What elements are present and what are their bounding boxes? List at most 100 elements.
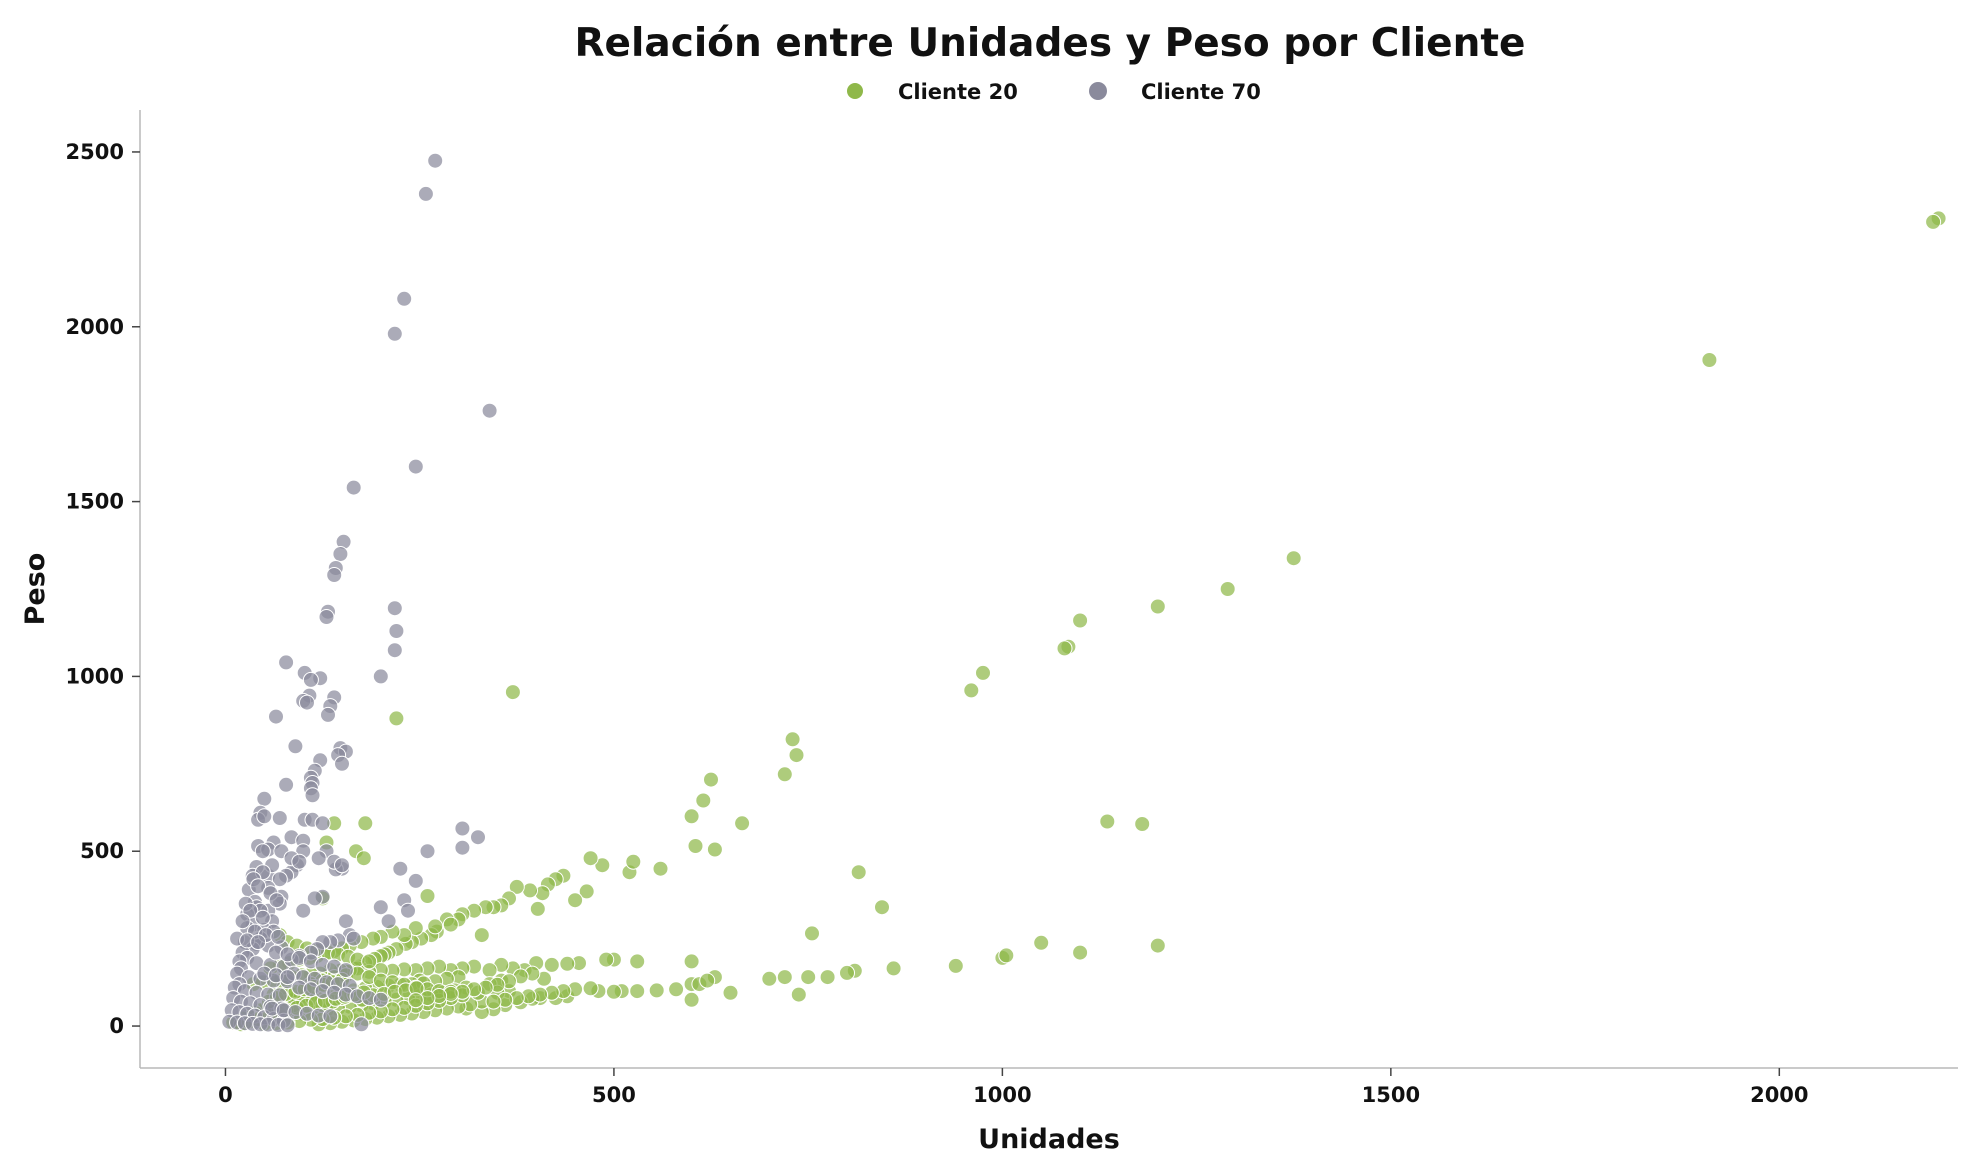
data-point — [454, 839, 471, 856]
data-point — [332, 546, 349, 562]
data-point — [254, 843, 271, 860]
data-point — [481, 402, 498, 419]
data-point — [1134, 816, 1151, 832]
data-point — [322, 1008, 339, 1025]
data-point — [254, 909, 271, 926]
data-point — [314, 815, 331, 832]
data-point — [442, 916, 459, 933]
x-tick-label: 500 — [592, 1083, 636, 1107]
data-point — [278, 654, 295, 671]
data-point — [427, 152, 444, 169]
data-point — [291, 853, 308, 870]
data-point — [885, 960, 902, 977]
y-axis-ticks: 0 500 1000 1500 2000 2500 — [66, 140, 140, 1038]
series-1-points — [221, 152, 498, 1034]
legend: Cliente 20 Cliente 70 — [847, 80, 1261, 104]
data-point — [874, 899, 890, 916]
data-point — [396, 290, 413, 307]
y-tick-label: 2000 — [66, 315, 124, 339]
data-point — [1033, 934, 1050, 951]
data-point — [392, 860, 409, 877]
data-point — [419, 888, 436, 904]
data-point — [337, 962, 354, 979]
data-point — [372, 991, 389, 1008]
x-axis-label: Unidades — [978, 1124, 1120, 1155]
data-point — [790, 986, 807, 1003]
data-point — [271, 810, 288, 826]
y-tick-label: 500 — [80, 839, 124, 863]
data-point — [594, 857, 611, 874]
chart-title: Relación entre Unidades y Peso por Clien… — [575, 21, 1526, 66]
data-point — [1072, 612, 1089, 629]
data-point — [652, 860, 669, 877]
data-point — [776, 766, 793, 783]
data-point — [1149, 598, 1166, 615]
data-point — [668, 981, 685, 998]
data-point — [334, 755, 350, 772]
x-tick-label: 1500 — [1362, 1083, 1420, 1107]
data-point — [345, 479, 362, 496]
y-axis-label: Peso — [20, 553, 51, 626]
data-point — [302, 671, 319, 688]
data-point — [279, 1017, 296, 1034]
y-tick-label: 1500 — [66, 490, 124, 514]
data-point — [784, 731, 801, 748]
data-point — [256, 808, 273, 825]
data-point — [947, 957, 964, 974]
data-point — [578, 883, 595, 900]
data-point — [407, 872, 424, 889]
data-point — [1056, 640, 1073, 657]
data-point — [683, 991, 700, 1008]
data-point — [388, 710, 405, 727]
data-point — [683, 953, 700, 970]
data-point — [299, 694, 315, 711]
data-point — [722, 984, 739, 1001]
y-tick-label: 0 — [109, 1014, 124, 1038]
data-point — [706, 841, 723, 858]
data-point — [295, 902, 312, 919]
data-point — [320, 706, 336, 723]
data-point — [508, 878, 525, 895]
data-point — [582, 980, 599, 997]
legend-label-cliente-70: Cliente 70 — [1141, 80, 1261, 104]
data-point — [279, 969, 296, 986]
legend-label-cliente-20: Cliente 20 — [898, 80, 1018, 104]
data-point — [337, 913, 354, 930]
data-point — [234, 913, 251, 930]
data-point — [776, 969, 793, 986]
data-points — [221, 152, 1947, 1034]
data-point — [400, 902, 416, 919]
data-point — [504, 684, 521, 701]
data-point — [271, 871, 288, 888]
data-point — [481, 962, 498, 979]
data-point — [357, 815, 374, 832]
data-point — [386, 600, 403, 617]
data-point — [629, 953, 646, 970]
data-point — [761, 970, 778, 987]
data-point — [306, 890, 323, 907]
data-point — [819, 969, 836, 986]
data-point — [683, 808, 700, 825]
data-point — [278, 776, 295, 793]
data-point — [543, 956, 560, 973]
data-point — [699, 972, 716, 989]
data-point — [334, 857, 350, 874]
data-point — [268, 708, 284, 725]
data-point — [270, 928, 287, 945]
data-point — [372, 668, 389, 685]
data-point — [380, 913, 397, 930]
data-point — [648, 982, 665, 999]
y-tick-label: 1000 — [66, 664, 124, 688]
data-point — [529, 900, 546, 917]
data-point — [695, 792, 712, 809]
data-point — [804, 925, 820, 942]
data-point — [1285, 550, 1302, 567]
x-tick-label: 2000 — [1750, 1083, 1808, 1107]
data-point — [353, 1016, 370, 1033]
data-point — [407, 458, 424, 475]
data-point — [703, 771, 719, 788]
data-point — [304, 787, 321, 804]
data-point — [598, 951, 615, 968]
data-point — [605, 983, 622, 1000]
